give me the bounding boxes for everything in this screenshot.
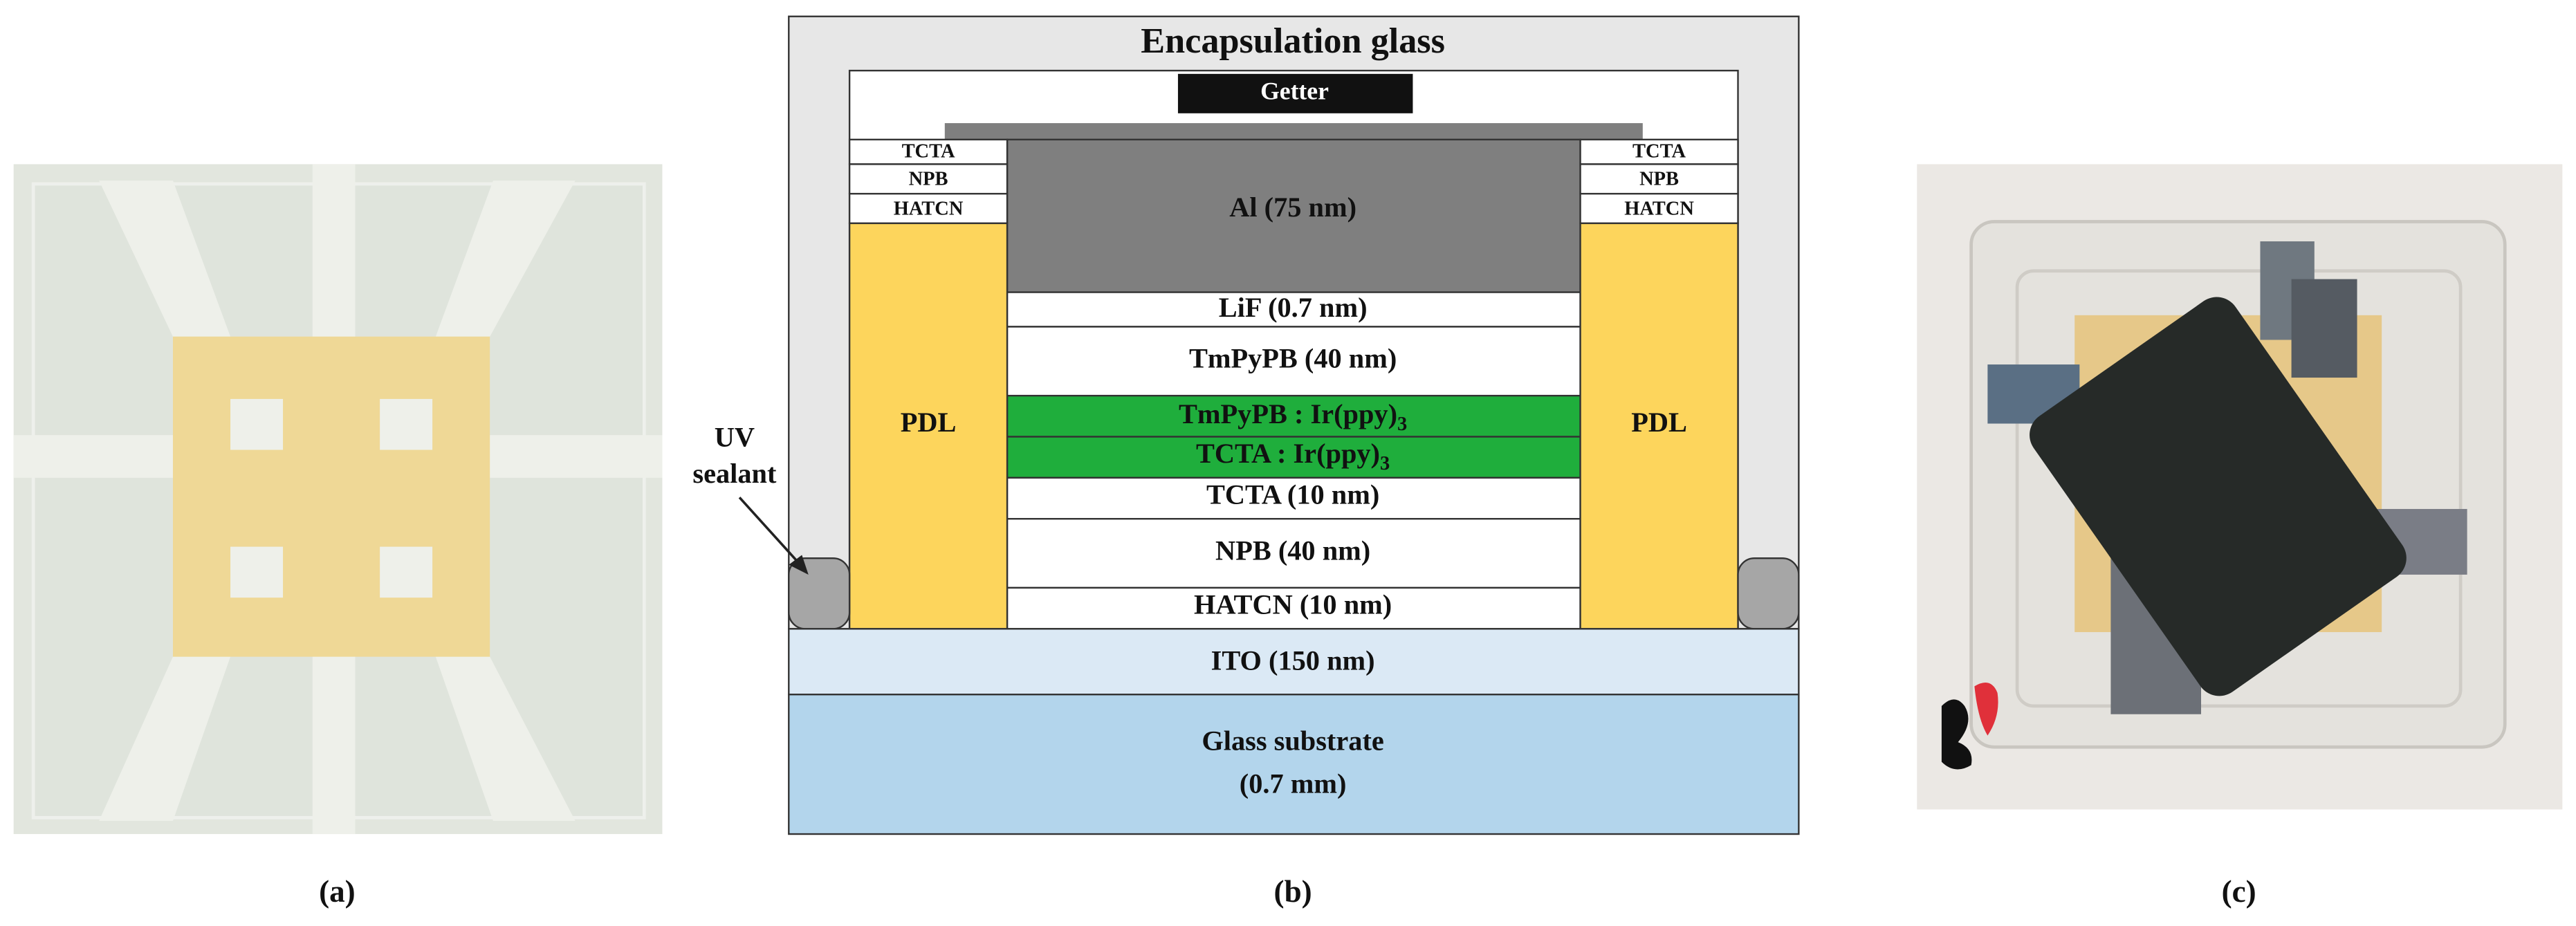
subscript: 3 [1380,452,1390,474]
al-layer [1006,138,1581,293]
getter-label: Getter [1260,77,1329,104]
side-layer [1579,138,1739,165]
side-layer [848,192,1009,225]
encapsulation-label: Encapsulation glass [1141,21,1445,61]
sealant-label: UV [715,422,755,453]
electrode [2291,279,2357,378]
npb-layer [1006,518,1581,589]
pdl-label: PDL [901,407,957,438]
side-label: TCTA [902,140,955,162]
layer-label: TmPyPB : Ir(ppy)3 [1179,398,1407,434]
side-label: TCTA [1632,140,1686,162]
pdl [848,222,1009,630]
al-top [944,123,1643,140]
pdl [1579,222,1739,630]
panel-label: (c) [2222,874,2256,909]
layer-label: NPB (40 nm) [1215,535,1370,566]
hatcn-layer [1006,586,1581,630]
subscript: 3 [1397,413,1407,434]
electrode-strip [99,180,231,337]
layer-label: Al (75 nm) [1229,192,1356,223]
glass-substrate [788,694,1800,835]
ito-layer [788,628,1800,696]
marker-label [1941,699,1972,770]
layer-label: LiF (0.7 nm) [1219,292,1368,323]
arrow-head [789,555,809,575]
substrate-label: (0.7 mm) [1240,768,1347,799]
side-label: NPB [1639,169,1679,190]
layer-text: TCTA : Ir(ppy) [1196,438,1380,469]
uv-sealant [1737,557,1800,630]
cover-tape [2030,297,2407,696]
layer-label: TmPyPB (40 nm) [1189,343,1397,374]
layer-label: HATCN (10 nm) [1194,589,1392,620]
getter [1177,73,1413,113]
pixel-window [230,546,284,598]
side-layer [848,163,1009,195]
tcta-layer [1006,476,1581,520]
encapsulation-plate [2015,269,2463,708]
electrode-strip [435,656,576,822]
pdl-label: PDL [1631,407,1687,438]
electrode-strip [99,656,231,822]
pixel-window [380,546,433,598]
pdl-square [172,336,490,657]
pointer-arrow [738,497,803,568]
side-layer [1579,192,1739,225]
pixel-window [380,398,433,450]
electrode-strip [435,180,576,337]
substrate-label: Glass substrate [1202,725,1383,757]
layer-text: TmPyPB : Ir(ppy) [1179,398,1397,429]
device-structure: Encapsulation glass Getter Al (75 nm) Li… [692,15,1800,835]
layer-label: TCTA (10 nm) [1206,479,1379,510]
pixel-window [230,398,284,450]
layer-label: ITO (150 nm) [1211,645,1375,676]
side-layer [1579,163,1739,195]
panel-label: (a) [319,874,356,909]
photo-a [13,164,663,835]
side-label: NPB [909,169,948,190]
marker-label [1974,683,1998,736]
layer-label: TCTA : Ir(ppy)3 [1196,438,1390,474]
photo-c [1917,164,2563,810]
side-label: HATCN [894,198,964,219]
side-label: HATCN [1624,198,1694,219]
panel-label: (b) [1274,874,1312,909]
sealant-label: sealant [692,458,777,489]
side-layer [848,138,1009,165]
